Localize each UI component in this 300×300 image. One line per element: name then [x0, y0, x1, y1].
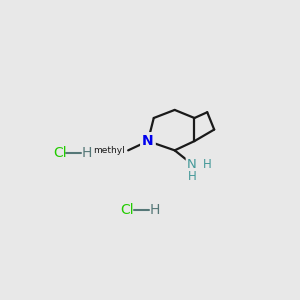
Text: H: H — [203, 158, 212, 171]
Text: H: H — [149, 203, 160, 218]
Text: methyl: methyl — [93, 146, 125, 155]
Text: N: N — [187, 158, 197, 171]
Text: Cl: Cl — [120, 203, 134, 218]
Text: H: H — [82, 146, 92, 160]
Text: Cl: Cl — [53, 146, 66, 160]
Text: N: N — [142, 134, 154, 148]
Text: H: H — [188, 170, 197, 183]
